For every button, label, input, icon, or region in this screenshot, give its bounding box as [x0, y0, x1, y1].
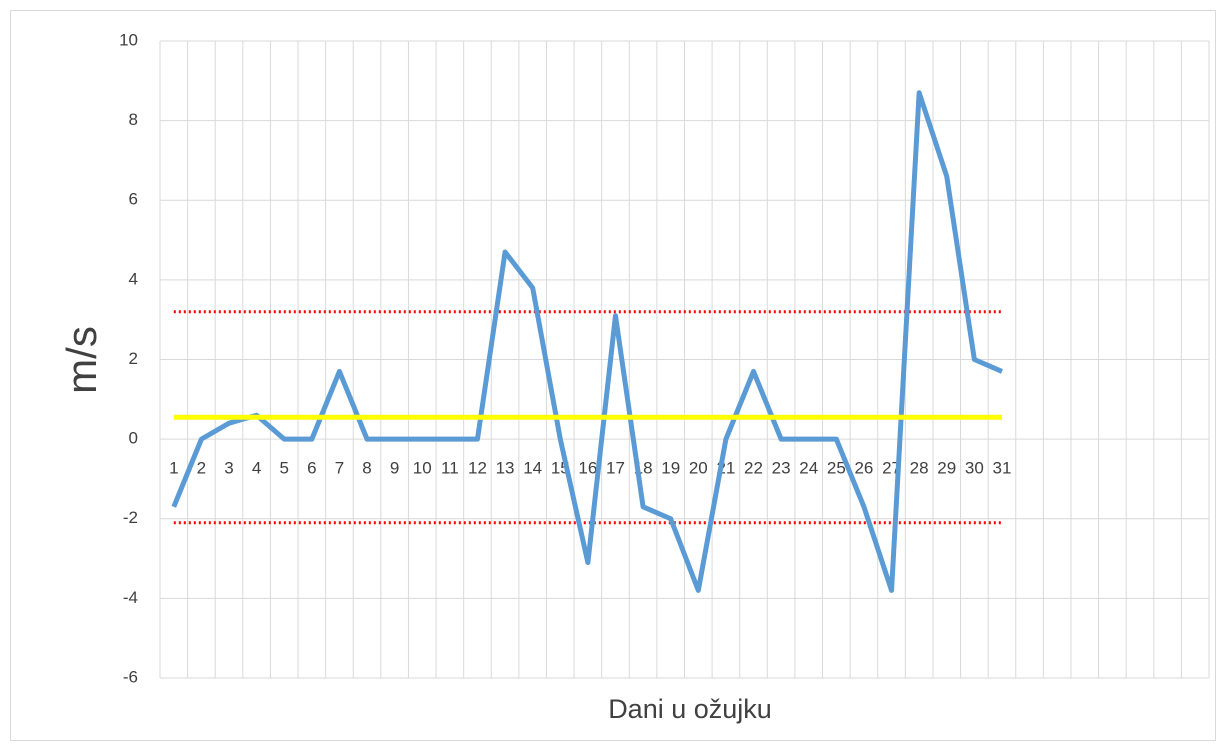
x-tick-label: 23: [772, 459, 791, 478]
x-tick-label: 25: [827, 459, 846, 478]
x-axis-title: Dani u ožujku: [608, 694, 772, 724]
x-tick-label: 7: [335, 459, 344, 478]
data-line: [171, 90, 1003, 593]
x-tick-label: 5: [279, 459, 288, 478]
x-tick-label: 19: [661, 459, 680, 478]
x-tick-label: 29: [937, 459, 956, 478]
x-tick-label: 20: [689, 459, 708, 478]
y-tick-label: -4: [123, 588, 138, 607]
x-tick-label: 2: [197, 459, 206, 478]
x-tick-label: 4: [252, 459, 261, 478]
y-tick-label: -6: [123, 667, 138, 686]
x-tick-label: 11: [441, 459, 459, 478]
x-tick-label: 31: [992, 459, 1011, 478]
x-tick-label: 1: [169, 459, 178, 478]
x-tick-label: 30: [965, 459, 984, 478]
x-tick-label: 12: [468, 459, 487, 478]
y-tick-label: 10: [119, 30, 138, 49]
y-tick-label: -2: [123, 508, 138, 527]
y-axis-title: m/s: [58, 326, 105, 394]
chart-frame: [10, 10, 1216, 741]
x-tick-label: 28: [910, 459, 929, 478]
x-tick-label: 17: [606, 459, 625, 478]
y-tick-label: 4: [129, 269, 138, 288]
y-tick-label: 6: [129, 190, 138, 209]
y-tick-label: 8: [129, 110, 138, 129]
x-tick-label: 10: [413, 459, 432, 478]
x-tick-label: 9: [390, 459, 399, 478]
x-tick-label: 26: [854, 459, 873, 478]
x-tick-label: 13: [496, 459, 515, 478]
x-tick-label: 16: [578, 459, 597, 478]
y-tick-label: 2: [129, 349, 138, 368]
x-tick-label: 14: [523, 459, 542, 478]
x-tick-label: 6: [307, 459, 316, 478]
y-tick-label: 0: [129, 429, 138, 448]
x-tick-label: 3: [224, 459, 233, 478]
x-tick-label: 22: [744, 459, 763, 478]
x-tick-label: 24: [799, 459, 818, 478]
x-tick-label: 8: [362, 459, 371, 478]
